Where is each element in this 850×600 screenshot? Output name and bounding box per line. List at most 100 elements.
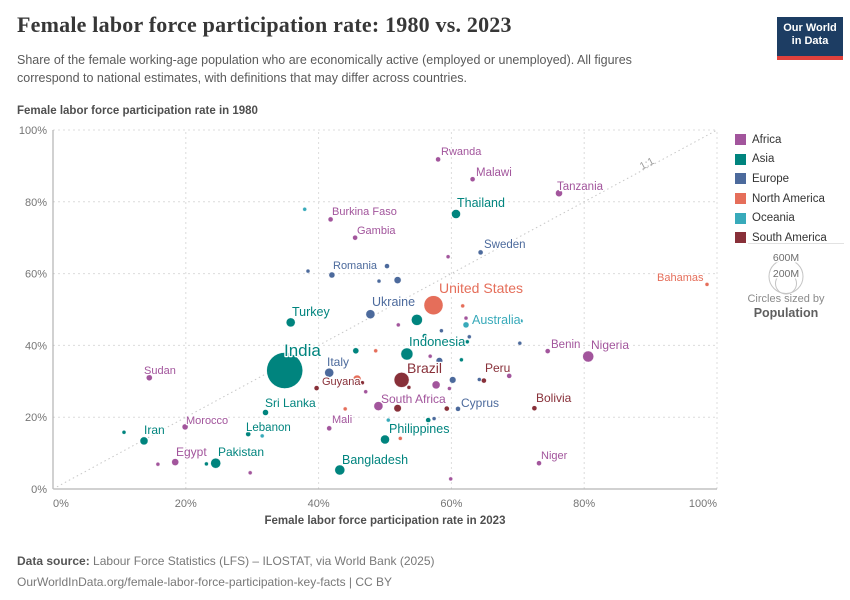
data-point-indonesia[interactable] <box>400 347 414 361</box>
data-point[interactable] <box>121 430 127 435</box>
data-point-niger[interactable] <box>536 460 542 466</box>
data-point-sudan[interactable] <box>146 374 153 381</box>
country-label-bangladesh: Bangladesh <box>342 453 408 467</box>
data-point[interactable] <box>422 333 428 339</box>
data-point-bangladesh[interactable] <box>334 464 345 476</box>
data-point-nigeria[interactable] <box>582 350 594 363</box>
data-point[interactable] <box>444 405 450 412</box>
data-point-egypt[interactable] <box>171 458 179 466</box>
data-point[interactable] <box>398 436 403 441</box>
data-point[interactable] <box>328 271 336 279</box>
data-point[interactable] <box>393 276 402 284</box>
data-point-morocco[interactable] <box>181 423 189 431</box>
country-label-italy: Italy <box>327 355 349 369</box>
data-point-united-states[interactable] <box>423 295 444 315</box>
data-point[interactable] <box>463 315 469 321</box>
data-point[interactable] <box>459 357 464 362</box>
data-point[interactable] <box>428 354 433 359</box>
data-point[interactable] <box>448 476 453 482</box>
country-label-burkina-faso: Burkina Faso <box>332 206 397 218</box>
data-point-ukraine[interactable] <box>365 309 376 319</box>
data-point-iran[interactable] <box>139 436 149 446</box>
data-point[interactable] <box>386 417 391 423</box>
data-point[interactable] <box>506 373 512 379</box>
country-label-indonesia: Indonesia <box>409 334 466 349</box>
data-point[interactable] <box>406 385 412 390</box>
legend-item-europe[interactable]: Europe <box>735 169 827 189</box>
data-point-tanzania[interactable] <box>555 189 563 197</box>
data-point[interactable] <box>260 433 265 439</box>
data-point[interactable] <box>477 377 482 382</box>
data-point[interactable] <box>465 339 470 344</box>
data-point-malawi[interactable] <box>469 176 476 182</box>
data-point[interactable] <box>425 417 431 423</box>
legend-item-north-america[interactable]: North America <box>735 189 827 209</box>
data-point-thailand[interactable] <box>451 209 461 219</box>
data-point[interactable] <box>373 348 378 353</box>
legend-item-south-america[interactable]: South America <box>735 228 827 248</box>
data-point-south-africa[interactable] <box>373 401 384 411</box>
data-point[interactable] <box>305 268 311 274</box>
data-point-bolivia[interactable] <box>531 405 538 411</box>
data-point[interactable] <box>411 314 423 326</box>
data-point[interactable] <box>155 462 161 467</box>
data-point[interactable] <box>431 380 441 390</box>
data-point-turkey[interactable] <box>286 317 296 328</box>
data-point[interactable] <box>501 321 506 326</box>
data-point[interactable] <box>467 334 472 339</box>
legend-item-oceania[interactable]: Oceania <box>735 208 827 228</box>
data-point[interactable] <box>376 278 382 284</box>
owid-logo[interactable]: Our World in Data <box>777 17 843 60</box>
data-point[interactable] <box>445 254 451 259</box>
data-point[interactable] <box>447 386 452 391</box>
data-point[interactable] <box>518 318 524 324</box>
country-label-morocco: Morocco <box>186 415 228 427</box>
data-point[interactable] <box>352 347 359 354</box>
data-point[interactable] <box>352 374 362 384</box>
data-point-peru[interactable] <box>481 377 487 384</box>
data-point[interactable] <box>449 376 457 384</box>
data-point-mali[interactable] <box>326 425 332 431</box>
data-point-brazil[interactable] <box>393 372 410 388</box>
data-point[interactable] <box>313 385 320 391</box>
size-legend-small-label: 200M <box>773 268 799 280</box>
data-point-india[interactable] <box>266 352 303 389</box>
data-point-bahamas[interactable] <box>704 282 710 287</box>
data-point[interactable] <box>302 207 307 212</box>
legend-item-asia[interactable]: Asia <box>735 150 827 170</box>
data-point[interactable] <box>204 461 209 467</box>
page-title: Female labor force participation rate: 1… <box>17 12 512 37</box>
data-point-sri-lanka[interactable] <box>262 409 269 416</box>
data-point[interactable] <box>439 328 444 333</box>
country-label-gambia: Gambia <box>357 225 396 237</box>
data-point[interactable] <box>431 416 437 421</box>
data-point-philippines[interactable] <box>380 434 390 445</box>
data-point[interactable] <box>247 470 253 475</box>
data-point[interactable] <box>393 404 402 413</box>
data-point-australia[interactable] <box>462 321 470 329</box>
country-label-sudan: Sudan <box>144 365 176 377</box>
footer-link[interactable]: OurWorldInData.org/female-labor-force-pa… <box>17 575 393 589</box>
scatter-plot[interactable]: 0% 0% 20% 20% 40% 40% 60% 60% 80% 80% 100% 100% 1:1 R… <box>0 0 850 540</box>
data-point[interactable] <box>396 322 401 328</box>
data-point-lebanon[interactable] <box>245 431 251 437</box>
data-point-romania[interactable] <box>384 263 390 269</box>
data-point-guyana[interactable] <box>360 380 365 385</box>
data-point[interactable] <box>460 303 465 309</box>
data-point-gambia[interactable] <box>352 234 358 241</box>
data-point-rwanda[interactable] <box>435 156 441 163</box>
data-point[interactable] <box>363 389 368 394</box>
data-point-pakistan[interactable] <box>210 458 221 469</box>
data-point-cyprus[interactable] <box>455 406 461 412</box>
size-legend-big-label: 600M <box>773 252 799 264</box>
data-point[interactable] <box>517 341 522 346</box>
data-point[interactable] <box>435 357 443 365</box>
legend-item-africa[interactable]: Africa <box>735 130 827 150</box>
data-point-italy[interactable] <box>324 368 334 378</box>
data-point-benin[interactable] <box>545 348 551 354</box>
data-point-burkina-faso[interactable] <box>327 216 334 223</box>
footer-source: Data source: Labour Force Statistics (LF… <box>17 554 435 568</box>
country-label-south-africa: South Africa <box>381 392 446 406</box>
data-point-sweden[interactable] <box>477 249 484 256</box>
data-point[interactable] <box>343 406 348 412</box>
